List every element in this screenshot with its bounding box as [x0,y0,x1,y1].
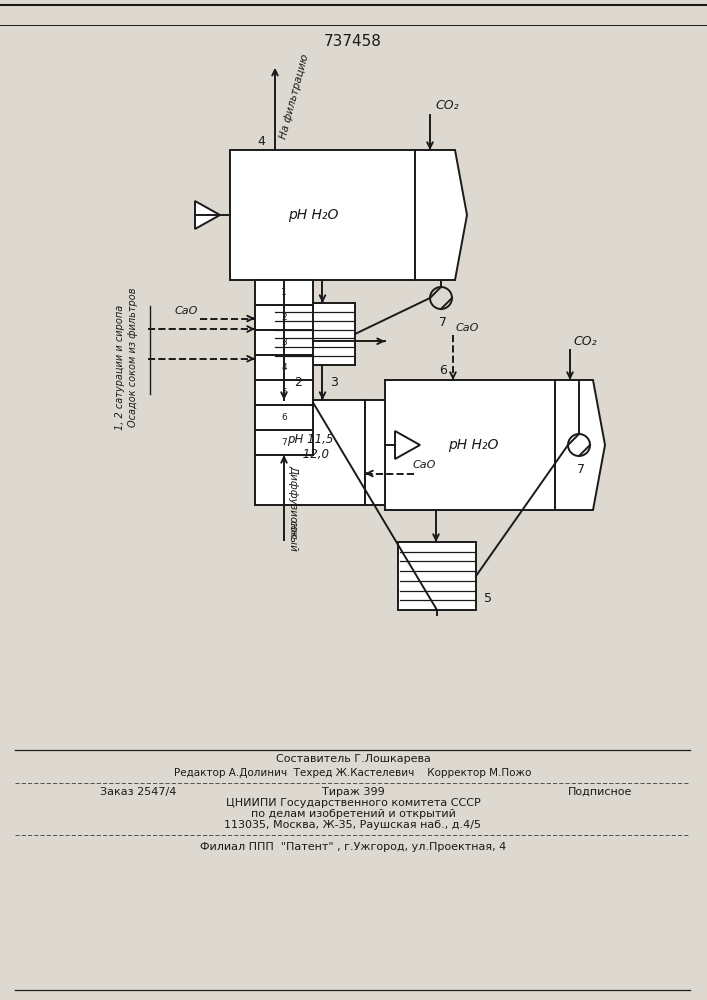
Text: pH H₂O: pH H₂O [288,208,339,222]
Polygon shape [195,201,220,229]
Bar [255,430,313,455]
Text: 5: 5 [484,591,492,604]
Bar [398,542,476,610]
Text: сок: сок [288,520,298,538]
Bar [255,400,365,505]
Bar [255,305,313,330]
Text: 5: 5 [281,388,287,397]
Polygon shape [415,150,467,280]
Text: 7: 7 [281,438,287,447]
Text: 7: 7 [439,316,447,329]
Text: 6: 6 [281,413,287,422]
Bar [255,355,313,380]
Text: 6: 6 [439,364,447,377]
Polygon shape [395,431,420,459]
Text: На фильтрацию: На фильтрацию [278,53,310,140]
Text: CaO: CaO [456,323,479,333]
Bar [385,380,555,510]
Text: CO₂: CO₂ [573,335,597,348]
Text: Редактор А.Долинич  Техред Ж.Кастелевич    Корректор М.Пожо: Редактор А.Долинич Техред Ж.Кастелевич К… [175,768,532,778]
Text: 4: 4 [257,135,265,148]
Text: Филиал ППП  "Патент" , г.Ужгород, ул.Проектная, 4: Филиал ППП "Патент" , г.Ужгород, ул.Прое… [200,842,506,852]
Text: Диффузионный: Диффузионный [288,465,298,551]
Text: CaO: CaO [175,306,198,316]
Text: Составитель Г.Лошкарева: Составитель Г.Лошкарева [276,754,431,764]
Text: Заказ 2547/4: Заказ 2547/4 [100,787,197,797]
Polygon shape [365,400,409,505]
Text: по делам изобретений и открытий: по делам изобретений и открытий [250,809,455,819]
Text: CO₂: CO₂ [435,99,459,112]
Text: Осадок соком из фильтров: Осадок соком из фильтров [128,288,138,427]
Polygon shape [555,380,605,510]
Text: Тираж 399: Тираж 399 [322,787,385,797]
Text: Подписное: Подписное [568,787,632,797]
Text: 4: 4 [281,363,287,372]
Text: CaO: CaO [413,460,436,471]
Bar [230,150,415,280]
Bar [255,280,313,305]
Text: 1: 1 [281,288,287,297]
Text: 7: 7 [577,463,585,476]
Text: 2: 2 [295,376,303,389]
Text: 737458: 737458 [324,34,382,49]
Bar [273,303,355,365]
Text: 3: 3 [281,338,287,347]
Text: 113035, Москва, Ж-35, Раушская наб., д.4/5: 113035, Москва, Ж-35, Раушская наб., д.4… [225,820,481,830]
Bar [255,405,313,430]
Text: 1, 2 сатурации и сиропа: 1, 2 сатурации и сиропа [115,305,125,430]
Bar [255,380,313,405]
Text: pH 11,5
 - 12,0: pH 11,5 - 12,0 [287,433,333,461]
Text: 2: 2 [281,313,287,322]
Text: pH H₂O: pH H₂O [448,438,498,452]
Bar [255,330,313,355]
Text: ЦНИИПИ Государственного комитета СССР: ЦНИИПИ Государственного комитета СССР [226,798,480,808]
Text: 3: 3 [330,376,339,389]
